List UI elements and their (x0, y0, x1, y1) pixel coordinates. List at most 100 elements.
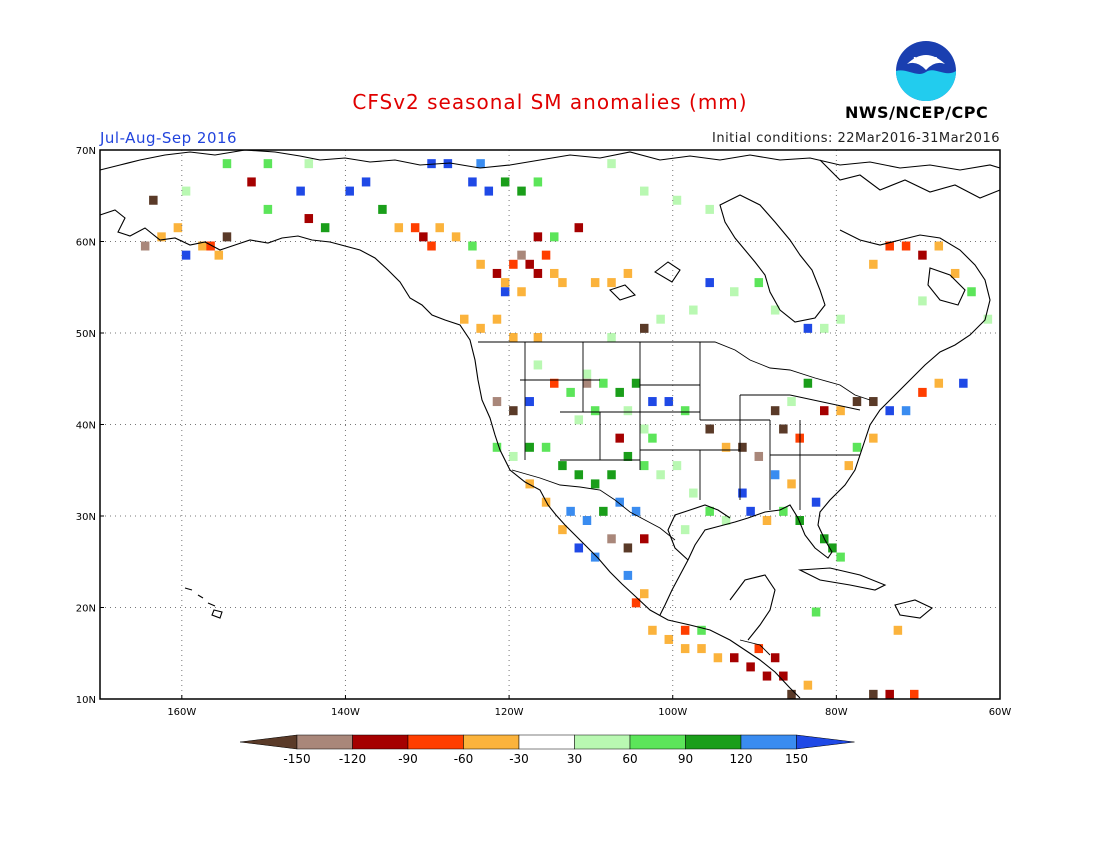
anomaly-cell (394, 223, 404, 233)
anomaly-cell (607, 333, 616, 342)
anomaly-cell (852, 442, 862, 452)
anomaly-cell (607, 159, 616, 169)
anomaly-cell (983, 314, 993, 324)
anomaly-cell (885, 406, 894, 416)
anomaly-cell (263, 204, 273, 214)
anomaly-cell (533, 268, 543, 278)
anomaly-cell (738, 442, 747, 452)
anomaly-cell (574, 415, 584, 425)
colorbar-swatch (518, 734, 575, 750)
anomaly-cell (517, 287, 526, 297)
anomaly-cell (631, 598, 641, 608)
anomaly-cell (656, 314, 665, 324)
anomaly-cell (631, 378, 641, 388)
anomaly-cell (206, 241, 215, 251)
political-borders (478, 341, 871, 656)
anomaly-cell (566, 387, 575, 397)
anomaly-cell (492, 268, 502, 278)
anomaly-cell (460, 314, 469, 324)
anomaly-cell (640, 534, 649, 544)
anomaly-cell (689, 488, 698, 498)
anomaly-cell (525, 259, 534, 269)
forecast-period: Jul-Aug-Sep 2016 (100, 129, 238, 147)
anomaly-cell (746, 662, 755, 672)
colorbar-swatch (352, 734, 409, 750)
anomaly-cell (852, 397, 862, 407)
anomaly-cell (607, 470, 616, 480)
anomaly-cell (705, 204, 714, 214)
anomaly-cell (296, 186, 305, 196)
anomaly-cell (435, 223, 444, 233)
anomaly-cell (934, 378, 944, 388)
anomaly-cell (623, 543, 633, 553)
anomaly-cell (770, 470, 780, 480)
colorbar-tick-label: -90 (398, 752, 418, 766)
anomaly-cell (640, 589, 649, 599)
lat-label: 50N (76, 329, 96, 340)
anomaly-cell (214, 250, 224, 260)
colorbar-swatch (239, 734, 298, 750)
anomaly-cell (492, 397, 502, 407)
anomaly-cell (574, 543, 584, 553)
longitude-labels: 160W 140W 120W 100W 80W 60W (167, 695, 1011, 718)
anomaly-cell (820, 323, 829, 333)
anomaly-cell (689, 305, 698, 315)
anomaly-cell (811, 607, 821, 617)
lon-label: 140W (331, 707, 360, 718)
colorbar-tick-label: 120 (730, 752, 753, 766)
anomaly-cell (599, 378, 608, 388)
anomaly-cell (492, 314, 502, 324)
chart-title: CFSv2 seasonal SM anomalies (mm) (352, 90, 748, 114)
anomaly-cell (500, 177, 510, 187)
colorbar-swatch (740, 734, 797, 750)
anomaly-cell (779, 671, 788, 681)
anomaly-cells (140, 159, 993, 699)
anomaly-cell (648, 433, 657, 443)
anomaly-cell (590, 479, 600, 489)
anomaly-cell (664, 397, 674, 407)
anomaly-cell (828, 543, 837, 553)
anomaly-cell (181, 186, 191, 196)
colorbar-tick-labels: -150 -120 -90 -60 -30 30 60 90 120 150 (283, 752, 808, 766)
anomaly-cell (558, 278, 567, 288)
anomaly-cell (509, 451, 518, 461)
lon-label: 60W (989, 707, 1012, 718)
anomaly-cell (779, 506, 788, 516)
anomaly-cell (934, 241, 944, 251)
anomaly-cell (803, 378, 813, 388)
anomaly-cell (672, 195, 682, 205)
anomaly-cell (918, 250, 927, 260)
anomaly-cell (582, 516, 592, 525)
anomaly-cell (787, 397, 796, 407)
colorbar-tick-label: 30 (567, 752, 582, 766)
anomaly-cell (754, 451, 764, 461)
anomaly-cell (640, 461, 649, 471)
anomaly-cell (762, 516, 772, 525)
anomaly-cell (869, 433, 878, 443)
anomaly-cell (500, 287, 510, 297)
anomaly-cell (533, 232, 543, 242)
anomaly-cell (173, 223, 183, 233)
anomaly-cell (885, 689, 894, 699)
anomaly-cell (361, 177, 371, 187)
anomaly-cell (648, 397, 657, 407)
anomaly-cell (648, 625, 657, 635)
lat-label: 60N (76, 238, 96, 249)
anomaly-cell (140, 241, 150, 251)
anomaly-cell (615, 387, 624, 397)
anomaly-cell (590, 278, 600, 288)
anomaly-cell (680, 525, 690, 535)
colorbar-swatch (296, 734, 353, 750)
anomaly-cell (558, 525, 567, 535)
logo-text: NOAA (913, 56, 939, 65)
lon-label: 80W (825, 707, 848, 718)
anomaly-cell (525, 442, 534, 452)
lat-label: 70N (76, 146, 96, 157)
anomaly-cell (378, 204, 387, 214)
anomaly-cell (500, 278, 510, 288)
anomaly-cell (680, 644, 690, 654)
lat-label: 40N (76, 421, 96, 432)
anomaly-cell (623, 406, 633, 416)
anomaly-cell (558, 461, 567, 471)
